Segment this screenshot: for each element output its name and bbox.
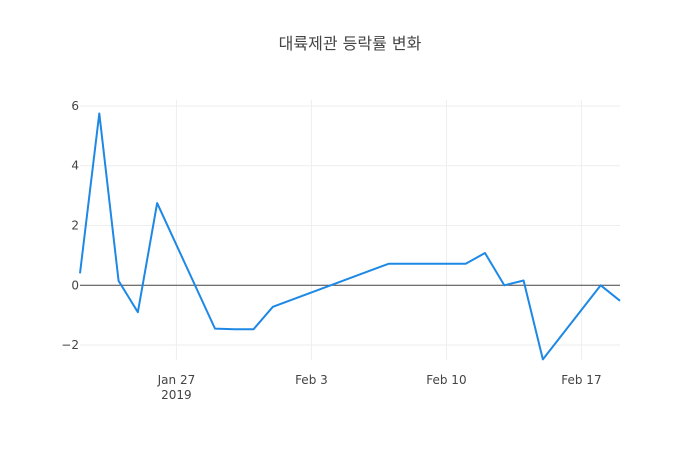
series-line (79, 112, 621, 361)
x-tick-label: Feb 17 (561, 373, 601, 387)
series-group (79, 112, 621, 361)
x-tick-label: Feb 3 (295, 373, 328, 387)
y-tick-label: 0 (71, 278, 79, 292)
y-tick-label: 2 (71, 219, 79, 233)
gridlines (80, 100, 620, 360)
y-tick-label: 4 (71, 159, 79, 173)
x-tick-label: Feb 10 (426, 373, 466, 387)
y-tick-label: −2 (61, 338, 79, 352)
x-tick-sublabel: 2019 (161, 388, 192, 402)
x-tick-label: Jan 27 (157, 373, 196, 387)
y-tick-label: 6 (71, 99, 79, 113)
chart-title: 대륙제관 등락률 변화 (279, 34, 422, 53)
